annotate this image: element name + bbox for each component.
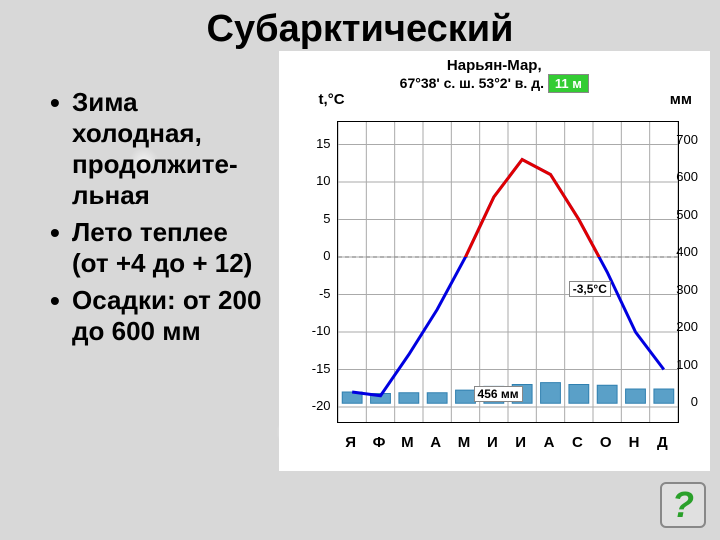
right-tick: 500 [663, 207, 698, 222]
left-tick: 10 [301, 173, 331, 188]
elevation-badge: 11 м [548, 74, 589, 93]
bullet-item: Лето теплее (от +4 до + 12) [50, 217, 271, 279]
help-icon: ? [672, 484, 694, 526]
right-tick: 400 [663, 244, 698, 259]
month-label: М [450, 434, 478, 451]
page-title: Субарктический [0, 0, 720, 51]
left-axis-label: t,°C [319, 91, 345, 108]
month-label: И [507, 434, 535, 451]
right-tick: 0 [663, 394, 698, 409]
month-label: Д [648, 434, 676, 451]
climate-chart: Нарьян-Мар, 67°38' с. ш. 53°2' в. д. 11 … [279, 51, 710, 471]
left-tick: -15 [301, 361, 331, 376]
left-tick: -10 [301, 323, 331, 338]
month-label: И [478, 434, 506, 451]
bullet-item: Осадки: от 200 до 600 мм [50, 285, 271, 347]
left-tick: 0 [301, 248, 331, 263]
help-button[interactable]: ? [660, 482, 706, 528]
month-label: Я [337, 434, 365, 451]
right-tick: 100 [663, 357, 698, 372]
month-label: Н [620, 434, 648, 451]
right-tick: 200 [663, 319, 698, 334]
month-label: Ф [365, 434, 393, 451]
right-tick: 300 [663, 282, 698, 297]
month-label: С [563, 434, 591, 451]
plot-area: -3,5°C 456 мм [337, 121, 679, 423]
left-tick: 5 [301, 211, 331, 226]
month-label: М [393, 434, 421, 451]
right-axis-label: мм [670, 91, 692, 108]
mean-temp-annotation: -3,5°C [569, 281, 611, 297]
sum-precip-annotation: 456 мм [474, 386, 523, 402]
right-tick: 600 [663, 169, 698, 184]
right-tick: 700 [663, 132, 698, 147]
bullet-list: Зима холодная, продолжите-льнаяЛето тепл… [10, 77, 271, 445]
left-tick: -5 [301, 286, 331, 301]
chart-city: Нарьян-Мар, [279, 51, 710, 74]
month-label: А [535, 434, 563, 451]
month-label: А [422, 434, 450, 451]
left-tick: 15 [301, 136, 331, 151]
left-tick: -20 [301, 398, 331, 413]
bullet-item: Зима холодная, продолжите-льная [50, 87, 271, 211]
month-label: О [592, 434, 620, 451]
